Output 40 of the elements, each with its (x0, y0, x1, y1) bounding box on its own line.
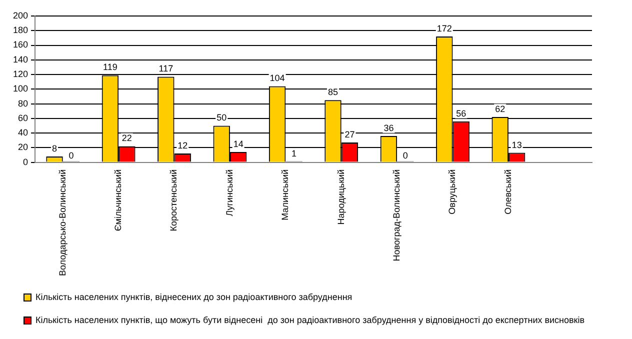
data-label: 50 (216, 112, 227, 123)
data-label: 172 (436, 23, 452, 34)
data-label: 1 (292, 148, 297, 158)
data-label: 27 (344, 130, 355, 140)
x-tick-label: Лугинський (224, 169, 234, 216)
data-label: 104 (270, 73, 285, 84)
y-tick-label: 140 (12, 54, 28, 64)
x-tick-label: Володарсько-Волинський (57, 169, 68, 276)
data-label: 62 (495, 104, 506, 114)
x-tick-label: Народицький (336, 169, 346, 225)
data-label: 119 (103, 62, 118, 72)
data-label: 85 (328, 87, 338, 98)
x-tick-label: Новоград-Волинський (392, 169, 402, 262)
y-tick-label: 180 (12, 25, 28, 36)
x-tick-label: Малинський (280, 169, 290, 220)
legend-label: Кількість населених пунктів, що можуть бути віднесені до зон радіоактивного забруднення у відповідності до експертних висновків (36, 314, 585, 325)
x-tick-label: Олевський (502, 169, 513, 214)
y-tick-label: 200 (12, 10, 28, 20)
data-label: 56 (456, 108, 466, 118)
y-tick-label: 100 (12, 84, 28, 94)
y-tick-label: 160 (12, 40, 28, 50)
y-tick-label: 40 (18, 128, 28, 138)
y-tick-label: 0 (23, 156, 28, 167)
x-tick-label: Коростенський (168, 169, 179, 232)
data-label: 14 (233, 139, 244, 150)
data-label: 22 (122, 133, 132, 144)
data-label: 13 (512, 140, 522, 150)
data-label: 8 (52, 143, 58, 154)
data-label: 0 (68, 150, 74, 160)
legend-label: Кількість населених пунктів, віднесених до зон радіоактивного забруднення (36, 292, 352, 302)
x-tick-label: Ємільчинський (113, 169, 124, 232)
y-tick-label: 80 (18, 98, 28, 108)
data-label: 36 (384, 122, 394, 133)
data-label: 12 (178, 140, 188, 151)
data-label: 0 (402, 150, 408, 160)
y-tick-label: 20 (18, 142, 28, 152)
y-tick-label: 60 (18, 112, 28, 123)
data-label: 117 (158, 64, 174, 74)
x-tick-label: Овруцький (447, 169, 458, 214)
y-tick-label: 120 (12, 69, 28, 80)
